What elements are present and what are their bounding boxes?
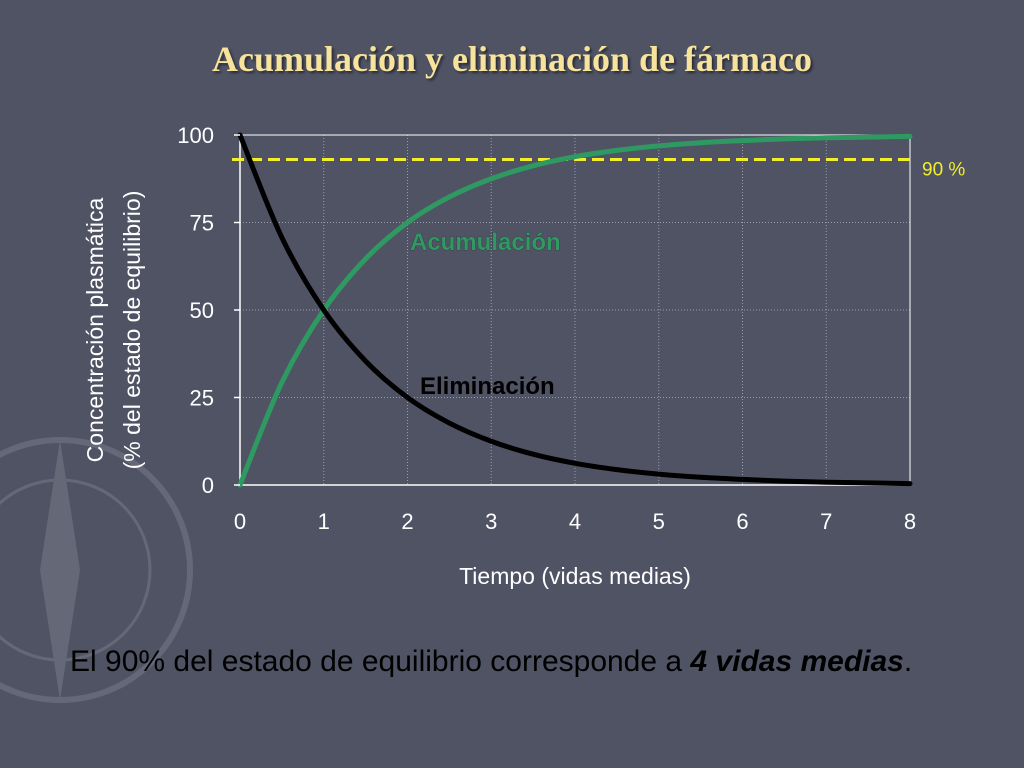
y-axis-title-line1: Concentración plasmática — [82, 197, 108, 462]
reference-line-label: 90 % — [922, 160, 965, 181]
x-tick-label: 8 — [904, 509, 916, 534]
x-tick-label: 7 — [820, 509, 832, 534]
caption-emphasis: 4 vidas medias — [690, 645, 904, 678]
caption-end: . — [903, 645, 913, 678]
y-tick-label: 0 — [202, 473, 214, 498]
compass-watermark — [0, 437, 193, 703]
x-tick-label: 5 — [653, 509, 665, 534]
x-tick-label: 2 — [401, 509, 413, 534]
elimination-curve — [237, 132, 913, 487]
accumulation-curve — [237, 133, 913, 488]
series-label-elimination: Eliminación — [420, 373, 555, 400]
x-axis-title: Tiempo (vidas medias) — [459, 563, 691, 589]
x-tick-label: 4 — [569, 509, 581, 534]
x-tick-label: 1 — [318, 509, 330, 534]
y-tick-label: 25 — [190, 386, 214, 411]
y-tick-label: 100 — [177, 123, 214, 148]
x-tick-label: 3 — [485, 509, 497, 534]
y-axis-title-line2: (% del estado de equilibrio) — [119, 191, 145, 470]
caption-text: El 90% del estado de equilibrio correspo… — [70, 645, 691, 678]
y-tick-label: 50 — [190, 298, 214, 323]
x-tick-label: 6 — [736, 509, 748, 534]
x-tick-label: 0 — [234, 509, 246, 534]
y-tick-label: 75 — [190, 211, 214, 236]
slide-title: Acumulación y eliminación de fármaco — [212, 39, 812, 79]
series-label-accumulation: Acumulación — [410, 229, 561, 256]
caption: El 90% del estado de equilibrio correspo… — [70, 642, 976, 682]
